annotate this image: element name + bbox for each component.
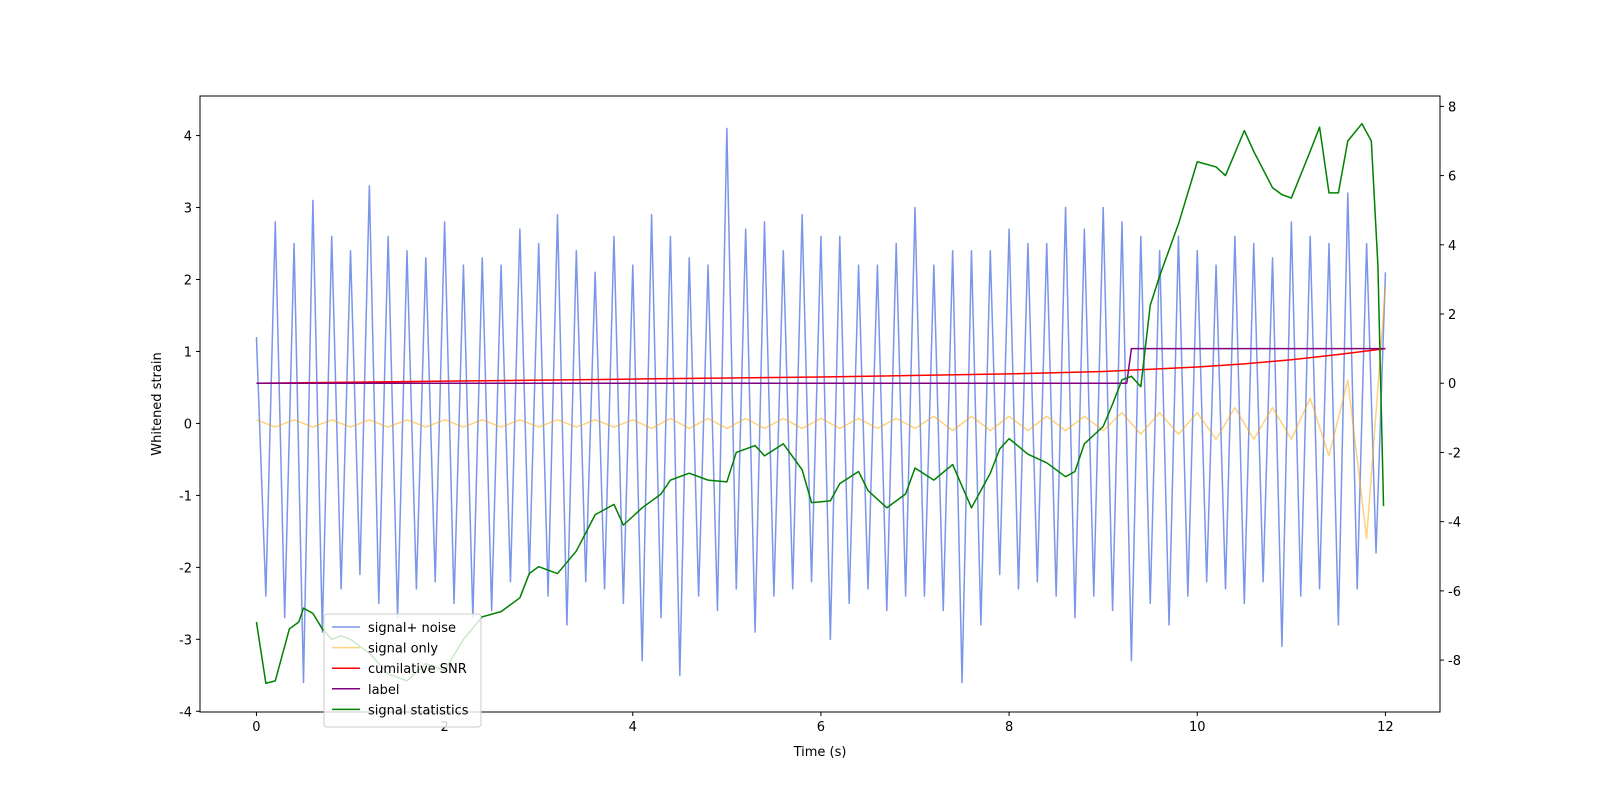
y2-tick-label: -8: [1448, 654, 1461, 669]
y2-tick-label: 8: [1448, 100, 1456, 115]
y2-tick-label: 0: [1448, 377, 1456, 392]
legend: signal+ noise signal only cumilative SNR la…: [323, 613, 482, 728]
y-tick-label: 3: [184, 202, 192, 217]
y2-tick-label: 4: [1448, 239, 1456, 254]
y-tick-label: -2: [179, 561, 192, 576]
legend-label: cumilative SNR: [368, 662, 467, 677]
x-tick-label: 10: [1189, 720, 1206, 735]
legend-label: label: [368, 683, 399, 698]
x-tick-label: 0: [252, 720, 260, 735]
y-tick-label: 1: [184, 345, 192, 360]
y-tick-label: -3: [179, 633, 192, 648]
y-tick-label: 4: [184, 130, 192, 145]
y2-tick-label: 6: [1448, 170, 1456, 185]
legend-box: [323, 613, 482, 728]
series-line: [256, 347, 1386, 384]
series-line: [255, 127, 1387, 684]
series-line: [256, 286, 1387, 540]
y-tick-label: 2: [184, 274, 192, 289]
x-tick-label: 8: [1005, 720, 1013, 735]
plot-area: [255, 122, 1387, 685]
x-tick-label: 4: [629, 720, 637, 735]
legend-label: signal+ noise: [368, 621, 456, 636]
legend-label: signal only: [368, 642, 438, 657]
x-tick-label: 12: [1377, 720, 1394, 735]
y2-tick-label: 2: [1448, 308, 1456, 323]
legend-label: signal statistics: [368, 703, 469, 718]
series-line: [256, 347, 1386, 384]
axes-frame: [199, 95, 1441, 713]
x-tick-label: 6: [817, 720, 825, 735]
y-tick-label: -4: [179, 705, 192, 720]
y2-tick-label: -2: [1448, 446, 1461, 461]
y-tick-label: -1: [179, 489, 192, 504]
x-axis-label: Time (s): [793, 745, 847, 760]
y-axis-label: Whitened strain: [150, 352, 165, 455]
series-line: [255, 122, 1385, 685]
y-tick-label: 0: [184, 417, 192, 432]
y2-tick-label: -4: [1448, 516, 1461, 531]
y2-tick-label: -6: [1448, 585, 1461, 600]
